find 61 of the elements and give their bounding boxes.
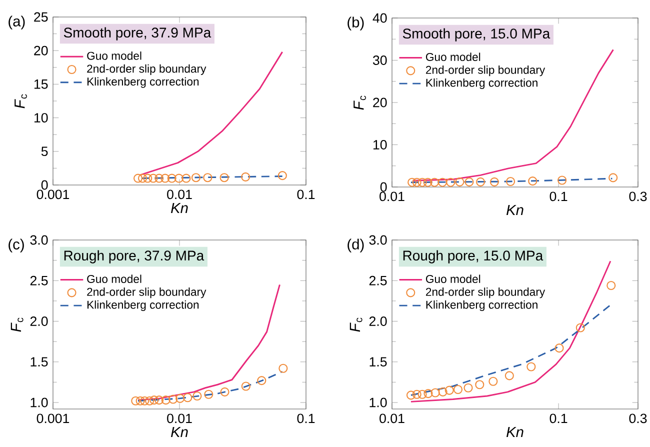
y-tick-label: 15 — [34, 80, 48, 89]
legend-label: 2nd-order slip boundary — [87, 288, 206, 298]
y-tick-label: 2.0 — [30, 316, 48, 326]
legend-label: 2nd-order slip boundary — [87, 64, 206, 75]
y-axis-title: F$_{c}$ — [10, 318, 24, 332]
x-tick-label: 0.01 — [380, 414, 404, 424]
text: Smooth pore, 15.0 MPa — [402, 28, 550, 42]
legend-label: 2nd-order slip boundary — [426, 66, 546, 76]
text: (c) — [8, 238, 24, 252]
y-tick-label: 1.5 — [370, 357, 387, 367]
legend-label: Klinkenberg correction — [87, 300, 199, 311]
legend-label: Klinkenberg correction — [426, 300, 538, 311]
y-tick-label: 20 — [373, 98, 387, 108]
y-tick-label: 10 — [373, 140, 387, 150]
x-tick-label: 0.01 — [167, 414, 192, 424]
x-tick-label: 0.1 — [297, 190, 315, 200]
legend-label: Guo model — [426, 52, 480, 62]
y-axis-title: F$_{c}$ — [354, 96, 366, 110]
y-axis-title: F$_{c}$ — [350, 318, 362, 332]
text: Smooth pore, 37.9 MPa — [64, 27, 212, 40]
text: Rough pore, 37.9 MPa — [64, 250, 204, 264]
legend-label: Klinkenberg correction — [87, 77, 199, 88]
x-tick-label: 0.01 — [380, 192, 404, 202]
x-tick-label: 0.1 — [297, 414, 315, 424]
x-axis-title: Kn — [170, 202, 188, 214]
x-tick-label: 0.01 — [167, 190, 192, 200]
y-tick-label: 3.0 — [369, 235, 387, 245]
legend-label: Klinkenberg correction — [426, 78, 538, 89]
x-tick-label: 0.3 — [629, 414, 647, 424]
y-tick-label: 1.0 — [370, 398, 387, 408]
legend-label: Guo model — [426, 274, 480, 283]
y-tick-label: 25 — [34, 12, 48, 22]
y-tick-label: 1.5 — [30, 357, 48, 367]
y-tick-label: 0 — [41, 180, 48, 190]
legend-label: Guo model — [87, 274, 142, 283]
text: (a) — [8, 16, 25, 30]
y-tick-label: 1.0 — [30, 398, 48, 408]
y-tick-label: 20 — [34, 46, 48, 56]
text: (b) — [348, 16, 364, 30]
y-tick-label: 3.0 — [30, 235, 48, 245]
y-tick-label: 30 — [372, 56, 387, 65]
x-tick-label: 0.1 — [550, 414, 568, 424]
y-tick-label: 0 — [380, 182, 387, 192]
legend-label: 2nd-order slip boundary — [426, 288, 546, 298]
y-tick-label: 2.5 — [30, 276, 48, 286]
y-tick-label: 2.0 — [369, 316, 387, 326]
legend-label: Guo model — [87, 52, 142, 60]
y-tick-label: 5 — [41, 146, 48, 156]
text: Rough pore, 15.0 MPa — [403, 250, 544, 264]
x-axis-title: Kn — [506, 426, 524, 438]
y-tick-label: 2.5 — [369, 276, 387, 286]
y-axis-title: F$_{c}$ — [14, 94, 27, 108]
x-axis-title: Kn — [506, 204, 524, 216]
x-tick-label: 0.001 — [36, 414, 70, 424]
y-tick-label: 40 — [372, 13, 387, 23]
x-tick-label: 0.001 — [36, 190, 70, 200]
x-axis-title: Kn — [170, 426, 188, 438]
x-tick-label: 0.1 — [550, 192, 568, 202]
text: (d) — [348, 238, 364, 252]
x-tick-label: 0.3 — [629, 192, 647, 202]
y-tick-label: 10 — [34, 113, 48, 123]
